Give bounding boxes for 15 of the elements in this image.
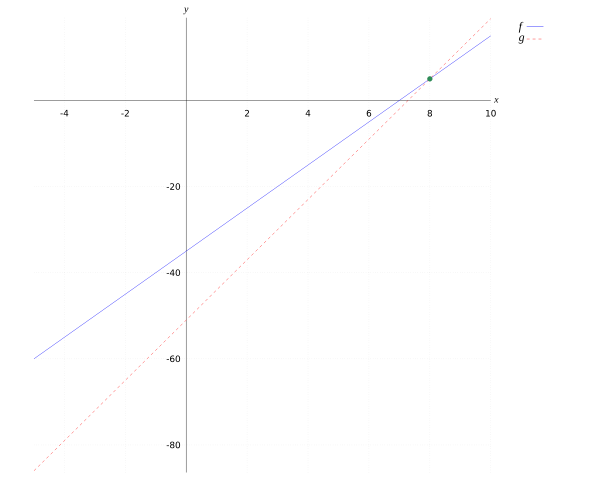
y-tick-label: -80 [166, 442, 180, 448]
x-tick-label: 4 [306, 110, 310, 116]
y-axis-title: y [183, 8, 188, 14]
x-axis-title: x [494, 98, 498, 103]
y-tick-label: -40 [166, 269, 180, 276]
y-tick-label: -60 [166, 355, 180, 362]
legend-label: g [518, 35, 524, 44]
x-tick-label: -4 [60, 110, 68, 116]
x-tick-label: 2 [244, 110, 250, 116]
x-tick-label: 10 [486, 110, 496, 116]
y-tick-label: -20 [166, 183, 180, 190]
x-tick-label: 6 [366, 110, 372, 116]
x-tick-label: 8 [428, 110, 432, 116]
x-tick-label: -2 [121, 110, 129, 116]
legend-label: f [518, 22, 524, 33]
